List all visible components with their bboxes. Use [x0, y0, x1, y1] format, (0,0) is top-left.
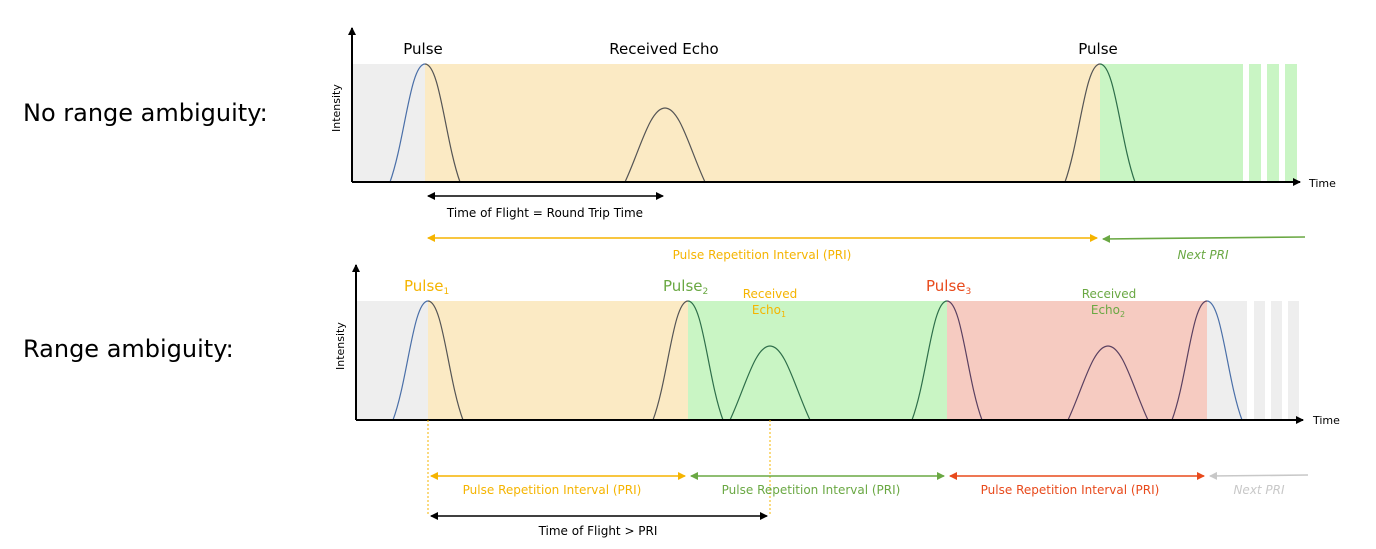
bottom-echo1-label-line1: Received — [743, 287, 798, 301]
bottom-next-stripe — [1288, 301, 1299, 420]
top-pulse-right-rise — [1064, 63, 1101, 183]
bottom-pri3-region — [947, 301, 1207, 420]
bottom-tof-label: Time of Flight > PRI — [538, 524, 658, 538]
top-next-pri-arrow — [1102, 234, 1306, 243]
bottom-pulse2-fall — [687, 300, 724, 421]
row-label-ambiguity: Range ambiguity: — [23, 335, 234, 363]
top-pulse-left-rise — [389, 63, 426, 183]
top-pri-region — [425, 64, 1100, 182]
top-pulse-left-fall — [424, 63, 461, 183]
bottom-pri2-label: Pulse Repetition Interval (PRI) — [722, 483, 901, 497]
bottom-next-stripe — [1271, 301, 1282, 420]
top-next-stripe — [1249, 64, 1261, 182]
bottom-y-axis-label: Intensity — [334, 322, 347, 370]
top-tof-label: Time of Flight = Round Trip Time — [446, 206, 643, 220]
top-pri-label: Pulse Repetition Interval (PRI) — [673, 248, 852, 262]
top-echo-label: Received Echo — [609, 40, 718, 58]
top-pulse-left-label: Pulse — [403, 40, 443, 58]
bottom-echo2-curve — [1067, 345, 1149, 421]
bottom-echo1-label-line2: Echo1 — [752, 303, 786, 319]
bottom-echo2-label-line2: Echo2 — [1091, 303, 1125, 319]
bottom-pulse3-fall — [946, 300, 983, 421]
top-next-stripe — [1285, 64, 1297, 182]
top-echo-curve — [624, 107, 706, 183]
top-pulse-right-fall — [1099, 63, 1136, 183]
row-label-no-ambiguity: No range ambiguity: — [23, 99, 268, 127]
bottom-pulse2-label: Pulse2 — [663, 277, 708, 297]
bottom-echo2-label-line1: Received — [1082, 287, 1137, 301]
bottom-panel: Time Intensity Pulse1 Pulse2 Pulse3 Rece… — [334, 264, 1340, 538]
bottom-pulse1-fall — [427, 300, 464, 421]
bottom-pri1-label: Pulse Repetition Interval (PRI) — [463, 483, 642, 497]
bottom-pulse1-rise — [392, 300, 429, 421]
bottom-pulse4-fall — [1206, 300, 1243, 421]
top-pulse-right-label: Pulse — [1078, 40, 1118, 58]
bottom-pri1-region — [428, 301, 688, 420]
top-next-stripe — [1267, 64, 1279, 182]
bottom-pri2-region — [688, 301, 947, 420]
bottom-pulse1-label: Pulse1 — [404, 277, 449, 297]
bottom-next-pri-label: Next PRI — [1233, 483, 1285, 497]
bottom-pulse3-rise — [911, 300, 948, 421]
bottom-pulse3-label: Pulse3 — [926, 277, 971, 297]
bottom-pulse2-rise — [652, 300, 689, 421]
top-next-pri-region — [1100, 64, 1243, 182]
top-next-pri-label: Next PRI — [1177, 248, 1229, 262]
bottom-pulse4-rise — [1171, 300, 1208, 421]
top-panel: Time Intensity Pulse Received Echo Pulse… — [330, 27, 1336, 262]
bottom-next-pri-arrow — [1209, 471, 1309, 480]
bottom-x-axis-label: Time — [1312, 414, 1340, 427]
bottom-echo1-curve — [729, 345, 811, 421]
top-x-axis-label: Time — [1308, 177, 1336, 190]
bottom-pri3-label: Pulse Repetition Interval (PRI) — [981, 483, 1160, 497]
bottom-next-stripe — [1254, 301, 1265, 420]
top-y-axis-label: Intensity — [330, 84, 343, 132]
